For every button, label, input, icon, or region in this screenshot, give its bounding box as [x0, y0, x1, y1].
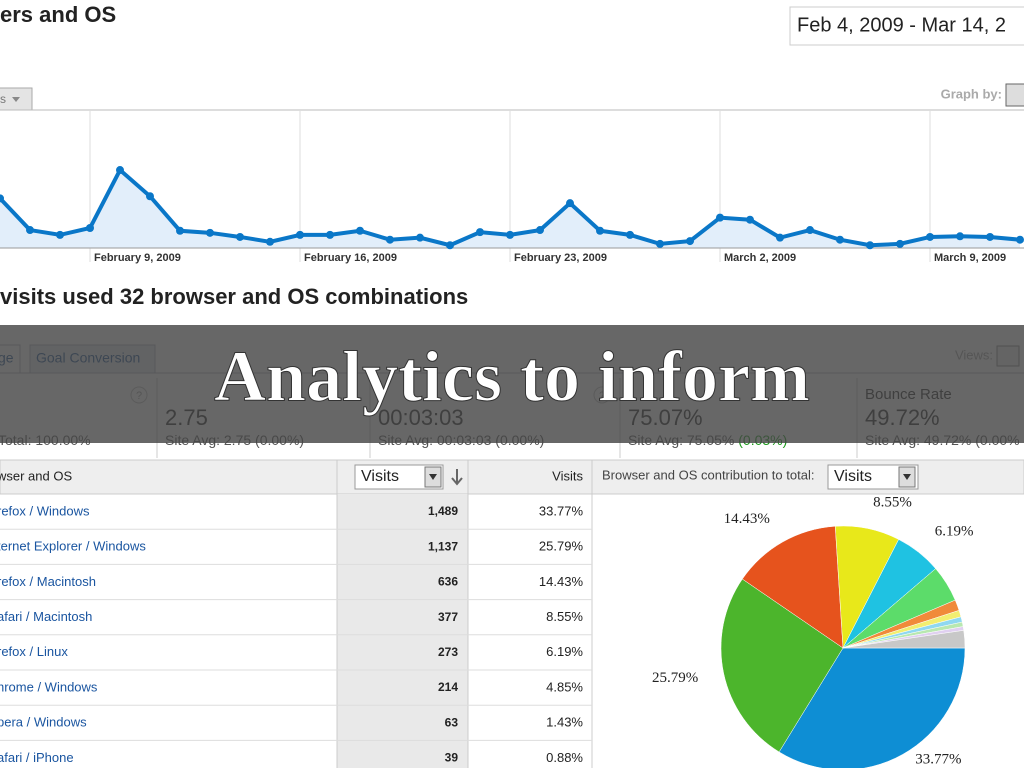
point — [266, 237, 274, 246]
row-name[interactable]: ternet Explorer / Windows — [0, 539, 146, 554]
row-percent: 4.85% — [546, 679, 583, 694]
sort-arrow[interactable] — [451, 469, 463, 486]
contribution-menu-label[interactable]: Visits — [834, 468, 872, 485]
row-name[interactable]: refox / Macintosh — [0, 574, 96, 589]
point — [776, 233, 784, 242]
point — [326, 230, 334, 239]
point — [296, 230, 304, 239]
pie-label: 6.19% — [935, 523, 974, 539]
row-visits: 1,137 — [428, 539, 458, 553]
point — [716, 213, 724, 222]
row-visits: 273 — [438, 645, 458, 659]
x-tick-label: March 2, 2009 — [724, 252, 796, 264]
pie-slice — [720, 578, 844, 753]
row-percent: 6.19% — [546, 644, 583, 659]
graph-by-button[interactable] — [1005, 83, 1024, 107]
visits-menu-label[interactable]: Visits — [361, 468, 399, 485]
point — [236, 232, 244, 241]
row-visits: 39 — [445, 751, 459, 765]
point — [566, 199, 574, 208]
column-header: Visits — [552, 468, 583, 483]
point — [596, 226, 604, 235]
point — [806, 226, 814, 235]
pie-label: 33.77% — [915, 751, 961, 767]
point — [1016, 235, 1024, 244]
pie-slice — [778, 647, 966, 768]
point — [0, 194, 4, 203]
row-percent: 8.55% — [546, 609, 583, 624]
point — [476, 228, 484, 237]
segment-menu-label[interactable]: s — [0, 92, 6, 106]
point — [146, 192, 154, 201]
column-header: wser and OS — [0, 468, 72, 483]
point — [626, 230, 634, 239]
row-visits: 377 — [438, 610, 458, 624]
row-visits: 636 — [438, 575, 458, 589]
row-visits: 1,489 — [428, 504, 458, 518]
point — [416, 233, 424, 242]
row-percent: 14.43% — [539, 574, 584, 589]
banner-text: Analytics to inform — [214, 337, 810, 417]
row-percent: 33.77% — [539, 503, 584, 518]
date-range[interactable]: Feb 4, 2009 - Mar 14, 2 — [797, 14, 1006, 36]
row-visits: 214 — [438, 680, 458, 694]
row-percent: 0.88% — [546, 750, 583, 765]
point — [896, 239, 904, 248]
row-name[interactable]: afari / Macintosh — [0, 609, 92, 624]
point — [116, 166, 124, 175]
row-visits: 63 — [445, 715, 459, 729]
row-name[interactable]: afari / iPhone — [0, 750, 74, 765]
banner — [0, 325, 1024, 443]
point — [656, 239, 664, 248]
point — [836, 235, 844, 244]
visits-column — [337, 494, 468, 768]
point — [356, 226, 364, 235]
point — [56, 230, 64, 239]
pie-label: 14.43% — [724, 511, 770, 527]
pie-slice — [742, 525, 844, 649]
pie-label: 25.79% — [652, 670, 698, 686]
row-name[interactable]: hrome / Windows — [0, 679, 98, 694]
page-title: ers and OS — [0, 2, 116, 27]
x-tick-label: February 16, 2009 — [304, 252, 397, 264]
point — [446, 241, 454, 250]
menu-arrow — [429, 474, 437, 480]
point — [686, 237, 694, 246]
menu-arrow — [903, 474, 911, 480]
row-name[interactable]: refox / Linux — [0, 644, 68, 659]
point — [866, 241, 874, 250]
point — [536, 226, 544, 235]
graph-by-label: Graph by: — [941, 86, 1002, 101]
x-tick-label: February 9, 2009 — [94, 252, 181, 264]
x-tick-label: February 23, 2009 — [514, 252, 607, 264]
point — [506, 230, 514, 239]
point — [986, 232, 994, 241]
menu-arrow — [12, 97, 20, 102]
point — [206, 228, 214, 237]
point — [176, 226, 184, 235]
point — [386, 235, 394, 244]
subtitle: visits used 32 browser and OS combinatio… — [0, 284, 468, 309]
point — [956, 232, 964, 241]
point — [26, 226, 34, 235]
point — [926, 232, 934, 241]
row-name[interactable]: pera / Windows — [0, 715, 87, 730]
column-header: Browser and OS contribution to total: — [602, 467, 814, 482]
row-name[interactable]: refox / Windows — [0, 503, 90, 518]
pie-label: 8.55% — [873, 495, 912, 511]
row-percent: 1.43% — [546, 715, 583, 730]
x-tick-label: March 9, 2009 — [934, 252, 1006, 264]
row-percent: 25.79% — [539, 539, 584, 554]
point — [86, 223, 94, 232]
pie-slice — [842, 630, 966, 649]
point — [746, 215, 754, 224]
date-range-box[interactable] — [789, 6, 1024, 46]
